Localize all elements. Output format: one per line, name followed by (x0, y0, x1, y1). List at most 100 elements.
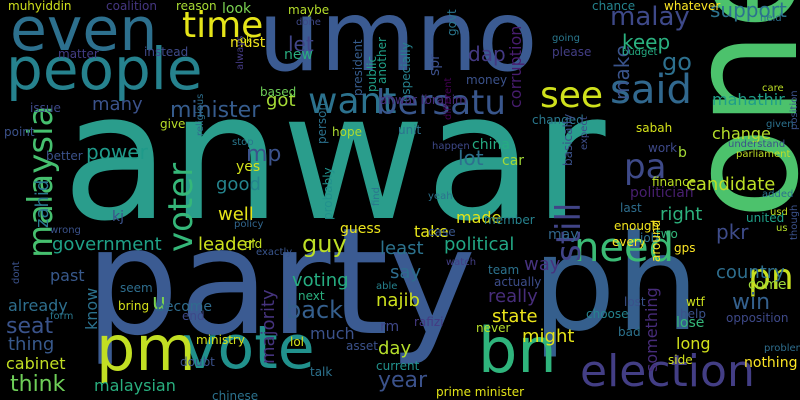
word-talk: talk (310, 365, 333, 379)
word-based: based (260, 85, 297, 99)
word-rm: rm (380, 319, 400, 335)
word-pkr: pkr (716, 220, 749, 244)
word-leader: leader (198, 234, 256, 255)
word-majority: majority (258, 289, 279, 364)
word-choose: choose (586, 307, 629, 321)
word-want: want (308, 81, 397, 122)
word-u: u (152, 290, 166, 315)
word-pa: pa (624, 147, 667, 187)
word-anwar-ibrahim: anwar ibrahim (380, 93, 467, 107)
word-old: old (244, 237, 263, 251)
word-pm: pm (96, 312, 196, 385)
word-better: better (46, 149, 83, 163)
word-usd: usd (770, 207, 788, 218)
word-united: united (746, 211, 785, 225)
word-become: become (156, 299, 213, 315)
word-understand: understand (728, 139, 786, 150)
word-coalition: coalition (106, 0, 157, 13)
word-year: year (378, 368, 428, 393)
word-work: work (648, 141, 678, 155)
word-take: take (414, 222, 449, 241)
word-political: political (444, 234, 515, 255)
word-bad: bad (618, 325, 641, 339)
word-going: going (552, 33, 580, 44)
word-go: go (662, 48, 692, 76)
word-time: time (182, 5, 264, 46)
word-thing: thing (8, 334, 55, 355)
word-doubt: doubt (180, 355, 215, 369)
word-different: different (443, 77, 454, 120)
word-watch: watch (446, 257, 477, 268)
word-muhyiddin: muhyiddin (8, 0, 72, 13)
word-current: current (376, 359, 420, 373)
word-way: way (524, 254, 561, 275)
word-let: let (288, 32, 314, 56)
word-always: always (235, 35, 246, 70)
word-even: even (10, 0, 158, 65)
word-may: may (548, 227, 579, 243)
word-zahid: zahid (32, 179, 53, 228)
word-said: said (610, 67, 692, 113)
word-change: change (712, 124, 771, 143)
word-day: day (378, 338, 412, 359)
word-held: held (760, 13, 782, 24)
word-anwar: anwar (62, 55, 606, 260)
word-never: never (476, 321, 511, 335)
word-side: side (668, 353, 693, 367)
word-bn: bn (478, 314, 557, 387)
word-malaysian: malaysian (94, 376, 176, 395)
word-think: think (10, 372, 66, 397)
word-dap: dap (468, 42, 506, 66)
word-vote: vote (182, 313, 315, 383)
word-minister: minister (170, 98, 261, 123)
word-spr: spr (427, 54, 443, 76)
word-another: another (375, 37, 389, 84)
word-election: election (580, 346, 755, 397)
word-power: power (86, 140, 148, 164)
word-back: back (286, 296, 344, 324)
word-problem: problem (764, 343, 800, 354)
word-come: come (748, 277, 787, 293)
word-finance: finance (652, 175, 697, 189)
word-good: good (216, 174, 261, 195)
word-government: government (52, 234, 162, 255)
word-whatever: whatever (664, 0, 721, 13)
word-us: us (776, 223, 788, 234)
word-cabinet: cabinet (6, 354, 66, 373)
word-person: person (315, 102, 329, 144)
word-country: country (716, 262, 785, 283)
word-parliament: parliament (736, 149, 791, 160)
word-support: support (710, 0, 787, 22)
word-prime-minister: prime minister (436, 385, 525, 399)
word-already: already (8, 296, 68, 315)
word-care: care (762, 83, 784, 94)
word-know: know (82, 287, 101, 330)
word-voter: voter (161, 162, 201, 252)
word-wtf: wtf (686, 295, 705, 309)
word-really: really (488, 286, 538, 307)
word-bring: bring (118, 299, 150, 313)
word-enough: enough (614, 219, 660, 233)
word-matter: matter (58, 47, 99, 61)
word-done: done (296, 17, 321, 28)
word-end: end (182, 309, 205, 323)
word-money: money (466, 73, 508, 87)
word-ministry: ministry (196, 333, 245, 347)
word-guess: guess (340, 221, 381, 237)
word-well: well (218, 204, 254, 225)
word-long: long (676, 334, 711, 353)
word-past: past (50, 266, 85, 285)
word-seem: seem (120, 281, 153, 295)
word-given: given (766, 119, 794, 130)
word-next: next (298, 289, 325, 303)
word-form: form (50, 311, 74, 322)
word-voting: voting (292, 270, 349, 291)
word-two: two (656, 227, 678, 241)
word-budget: budget (622, 47, 658, 58)
word-malay: malay (610, 2, 690, 32)
word-govt: govt (445, 9, 459, 36)
word-gps: gps (674, 241, 696, 255)
word-made: made (456, 208, 502, 227)
word-least: least (380, 238, 424, 259)
word-corruption: corruption (506, 25, 525, 108)
